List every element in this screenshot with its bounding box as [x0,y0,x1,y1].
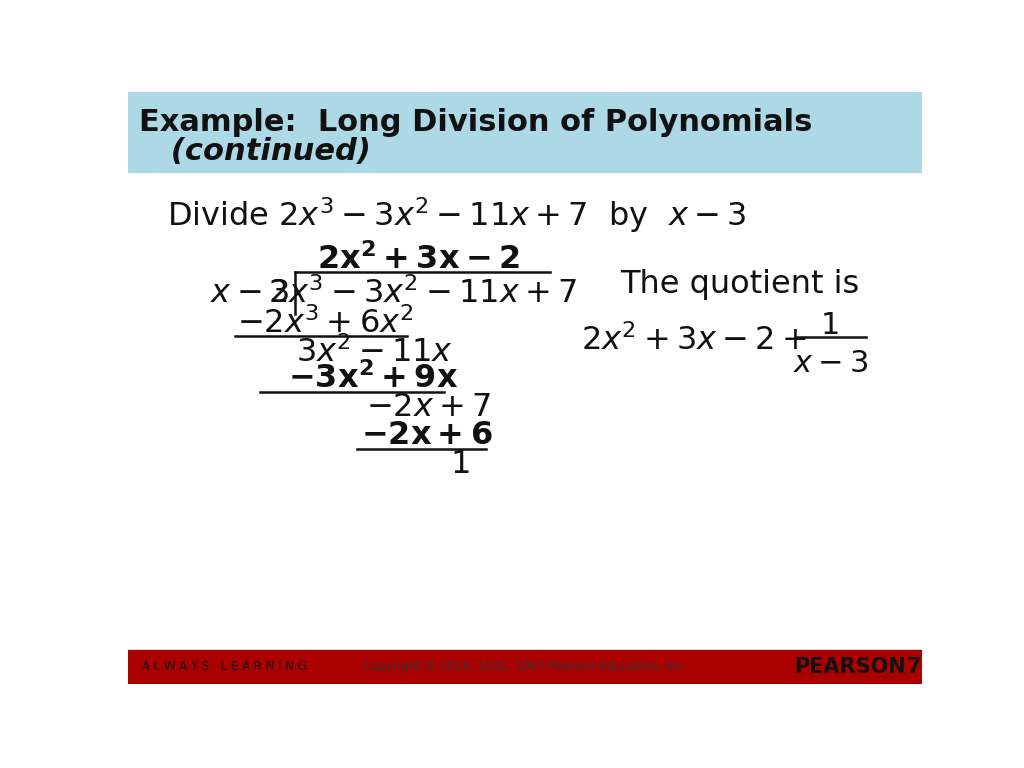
Text: $2x^2+3x-2+$: $2x^2+3x-2+$ [581,325,807,357]
Text: Divide $2x^3 - 3x^2 - 11x + 7$  by  $x - 3$: Divide $2x^3 - 3x^2 - 11x + 7$ by $x - 3… [167,196,745,235]
Text: $1$: $1$ [820,311,839,340]
Text: Example:  Long Division of Polynomials: Example: Long Division of Polynomials [139,108,812,137]
Text: (continued): (continued) [139,137,371,166]
Text: $-2x^3+6x^2$: $-2x^3+6x^2$ [238,306,414,339]
Bar [128,650,922,684]
Text: $-2x+7$: $-2x+7$ [367,392,492,423]
Text: PEARSON: PEARSON [795,657,906,677]
Text: $2x^3-3x^2-11x+7$: $2x^3-3x^2-11x+7$ [268,277,577,310]
Bar [128,92,922,172]
Text: $3x^2-11x$: $3x^2-11x$ [296,336,453,369]
Text: A L W A Y S   L E A R N I N G: A L W A Y S L E A R N I N G [142,660,307,673]
Text: The quotient is: The quotient is [621,269,860,300]
Text: 7: 7 [907,657,922,677]
Text: $\mathbf{-2x+6}$: $\mathbf{-2x+6}$ [360,420,493,451]
Text: $1$: $1$ [450,449,469,480]
Text: Copyright © 2014, 2010, 2007 Pearson Education, Inc.: Copyright © 2014, 2010, 2007 Pearson Edu… [364,660,686,673]
Text: $\mathbf{2x^2+3x-2}$: $\mathbf{2x^2+3x-2}$ [317,243,520,276]
Text: $x-3$: $x-3$ [794,349,868,379]
Text: $\mathbf{-3x^2+9x}$: $\mathbf{-3x^2+9x}$ [288,362,458,395]
Text: $x-3$: $x-3$ [210,279,289,310]
